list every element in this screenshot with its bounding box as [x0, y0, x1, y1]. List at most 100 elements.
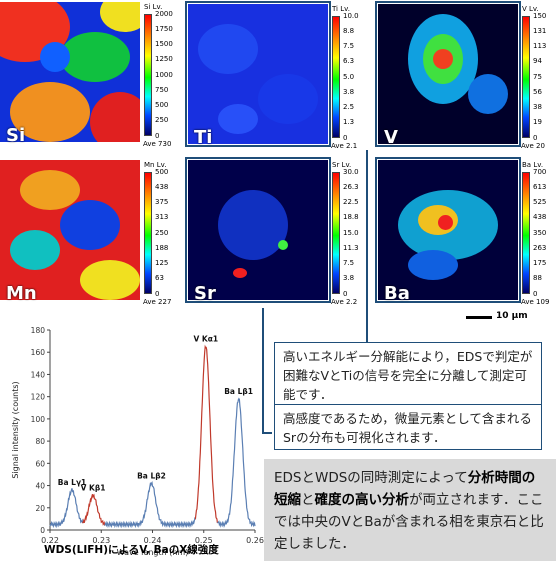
note-summary-bold1: 分析時間の短縮 — [274, 470, 536, 508]
colorbar-tick: 8.8 — [343, 26, 355, 35]
colorbar-tick: 2000 — [155, 9, 173, 18]
colorbar-tick: 22.5 — [343, 198, 359, 206]
colorbar-tick: 15.0 — [343, 228, 359, 237]
colorbar-tick: 1750 — [155, 24, 173, 33]
map-ba-colorbar — [522, 172, 530, 294]
map-ba-ave: Ave 109 — [521, 298, 550, 306]
spectrum-line — [194, 344, 218, 523]
colorbar-tick: 0 — [343, 289, 348, 298]
spectrum-line — [104, 481, 196, 529]
colorbar-tick: 2.5 — [343, 103, 355, 111]
map-v-ave: Ave 20 — [521, 142, 545, 150]
map-si-label: Si — [6, 125, 26, 146]
wds-spectrum-chart: 0 20 40 60 80 100 120 140 160 180 0.22 0.23 0.24 0.25… — [11, 326, 264, 557]
y-tick-label: 80 — [35, 437, 45, 446]
spectrum-line — [217, 397, 256, 529]
colorbar-tick: 500 — [155, 167, 169, 176]
map-v-label: V — [384, 127, 398, 148]
colorbar-tick: 26.3 — [343, 182, 359, 191]
colorbar-tick: 500 — [155, 101, 169, 109]
map-ba-label: Ba — [384, 283, 410, 304]
map-ba-colorbar-title: Ba Lv. — [522, 161, 544, 169]
colorbar-tick: 19 — [533, 118, 542, 127]
colorbar-tick: 10.0 — [343, 11, 359, 20]
map-si: Si Si Lv. 2000 1750 1500 1250 1000 750 500 250 0… — [0, 2, 178, 150]
colorbar-tick: 0 — [343, 133, 348, 142]
note-sensitivity: 高感度であるため，微量元素として含まれるSrの分布も可視化されます． — [274, 404, 542, 450]
spectrum-line — [49, 488, 84, 529]
map-sr-label: Sr — [194, 283, 216, 304]
colorbar-tick: 1250 — [155, 55, 173, 64]
peak-label: Ba Lβ2 — [137, 471, 166, 480]
colorbar-tick: 263 — [533, 243, 547, 252]
scale-bar: 10 µm — [466, 311, 546, 328]
map-mn-ave: Ave 227 — [143, 298, 172, 306]
y-tick-label: 140 — [31, 370, 46, 379]
colorbar-tick: 700 — [533, 167, 547, 176]
colorbar-tick: 313 — [155, 213, 169, 222]
connector-sr — [262, 308, 264, 433]
y-tick-label: 120 — [31, 393, 46, 402]
colorbar-tick: 150 — [533, 11, 547, 20]
colorbar-tick: 1.3 — [343, 118, 355, 127]
map-mn-label: Mn — [6, 283, 37, 304]
peak-label: Ba Lβ1 — [224, 387, 253, 396]
map-ti: Ti Ti Lv. 10.0 8.8 7.5 6.3 5.0 3.8 2.5 1.3 0 Ave… — [185, 1, 366, 152]
map-v-colorbar-title: V Lv. — [522, 5, 539, 13]
map-si-colorbar-title: Si Lv. — [144, 3, 163, 11]
map-sr-ave: Ave 2.2 — [331, 298, 358, 306]
note-summary-bold2: 確度の高い分析 — [314, 492, 410, 508]
map-si-colorbar — [144, 14, 152, 136]
map-si-image — [0, 2, 140, 142]
colorbar-tick: 525 — [533, 198, 547, 206]
colorbar-tick: 438 — [155, 182, 169, 191]
note-summary: EDSとWDSの同時測定によって分析時間の短縮と確度の高い分析が両立されます．こ… — [264, 459, 556, 561]
colorbar-tick: 0 — [155, 131, 160, 140]
colorbar-tick: 94 — [533, 57, 542, 66]
y-tick-label: 160 — [31, 348, 46, 357]
map-ba: Ba Ba Lv. 700 613 525 438 350 263 175 88 0 Ave 1… — [375, 157, 556, 308]
y-tick-label: 60 — [35, 459, 45, 468]
colorbar-tick: 750 — [155, 85, 169, 94]
scale-bar-label: 10 µm — [496, 311, 528, 321]
map-ti-ave: Ave 2.1 — [331, 142, 358, 150]
colorbar-tick: 63 — [155, 274, 164, 283]
map-mn-image — [0, 160, 140, 300]
colorbar-tick: 56 — [533, 87, 542, 96]
colorbar-tick: 38 — [533, 103, 542, 111]
map-sr-colorbar — [332, 172, 340, 294]
map-mn: Mn Mn Lv. 500 438 375 313 250 188 125 63 0 Ave 2… — [0, 160, 178, 308]
y-tick-label: 0 — [40, 526, 45, 535]
colorbar-tick: 0 — [533, 289, 538, 298]
map-sr-image — [185, 157, 331, 303]
map-v-colorbar — [522, 16, 530, 138]
colorbar-tick: 113 — [533, 42, 547, 50]
x-tick-label: 0.25 — [195, 536, 213, 545]
map-v-image — [375, 1, 521, 147]
colorbar-tick: 350 — [533, 228, 547, 237]
colorbar-tick: 88 — [533, 274, 542, 283]
x-tick-label: 0.24 — [144, 536, 162, 545]
x-axis-label: Wave length (nm) — [117, 548, 189, 557]
x-tick-label: 0.23 — [92, 536, 110, 545]
colorbar-tick: 438 — [533, 213, 547, 222]
chart-caption: WDS(LIFH)によるV, BaのX線強度 — [44, 544, 219, 556]
connector-sr-h — [262, 432, 272, 434]
colorbar-tick: 175 — [533, 259, 547, 267]
colorbar-tick: 0 — [533, 133, 538, 142]
note-summary-post: が両立されます．ここでは中央のVとBaが含まれる相を東京石と比定しました． — [274, 492, 544, 552]
note-summary-mid: と — [301, 492, 315, 508]
map-ba-image — [375, 157, 521, 303]
colorbar-tick: 250 — [155, 116, 169, 125]
connector-ti-v — [366, 150, 368, 343]
colorbar-tick: 30.0 — [343, 167, 359, 176]
colorbar-tick: 1500 — [155, 40, 173, 48]
colorbar-tick: 11.3 — [343, 243, 359, 252]
map-ti-colorbar — [332, 16, 340, 138]
colorbar-tick: 125 — [155, 259, 169, 267]
colorbar-tick: 1000 — [155, 70, 173, 79]
note-summary-pre: EDSとWDSの同時測定によって — [274, 470, 468, 486]
y-tick-label: 180 — [31, 326, 46, 335]
map-si-ave: Ave 730 — [143, 140, 172, 148]
y-tick-label: 20 — [35, 504, 45, 513]
